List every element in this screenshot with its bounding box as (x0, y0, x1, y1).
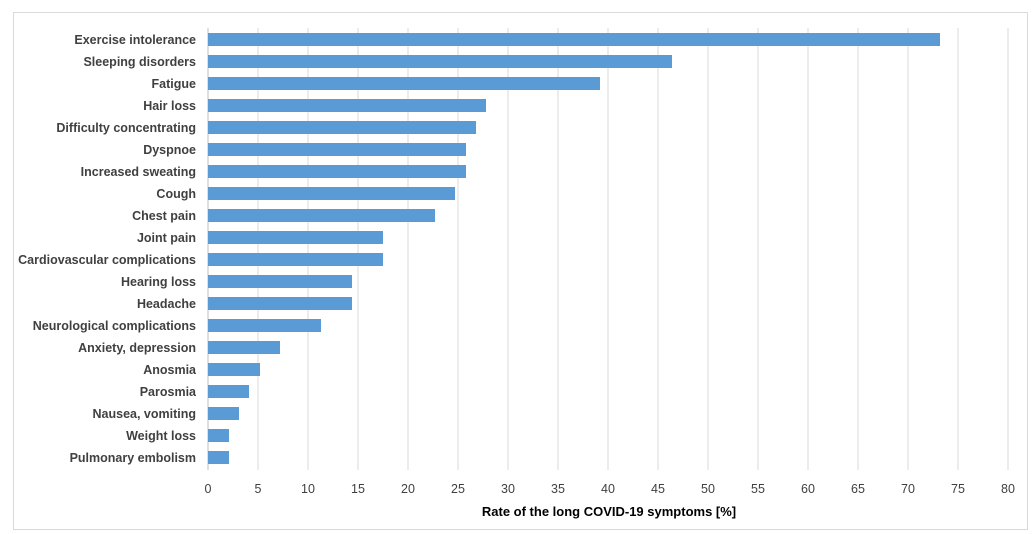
x-tick-label: 60 (801, 482, 815, 496)
bar (208, 451, 229, 464)
category-label: Difficulty concentrating (56, 121, 196, 135)
bar (208, 319, 321, 332)
x-tick-label: 55 (751, 482, 765, 496)
category-label: Increased sweating (81, 165, 196, 179)
category-label: Dyspnoe (143, 143, 196, 157)
category-label: Exercise intolerance (74, 33, 196, 47)
bar (208, 275, 352, 288)
x-tick-label: 40 (601, 482, 615, 496)
category-label: Nausea, vomiting (93, 407, 197, 421)
bar (208, 297, 352, 310)
x-axis-title: Rate of the long COVID-19 symptoms [%] (482, 504, 736, 519)
category-labels: Exercise intolerance Sleeping disorders Fa… (18, 33, 197, 465)
bar (208, 385, 249, 398)
bar (208, 143, 466, 156)
bar (208, 33, 940, 46)
category-label: Cough (156, 187, 196, 201)
bar (208, 429, 229, 442)
bars (208, 33, 940, 464)
bar (208, 363, 260, 376)
x-tick-label: 10 (301, 482, 315, 496)
category-label: Parosmia (140, 385, 197, 399)
category-label: Anxiety, depression (78, 341, 196, 355)
category-label: Joint pain (137, 231, 196, 245)
x-tick-label: 70 (901, 482, 915, 496)
x-tick-label: 45 (651, 482, 665, 496)
category-label: Pulmonary embolism (70, 451, 196, 465)
chart-frame (13, 12, 1028, 530)
category-label: Sleeping disorders (83, 55, 196, 69)
bar (208, 253, 383, 266)
x-tick-label: 35 (551, 482, 565, 496)
bar (208, 55, 672, 68)
x-tick-label: 15 (351, 482, 365, 496)
category-label: Weight loss (126, 429, 196, 443)
bar (208, 121, 476, 134)
x-tick-label: 50 (701, 482, 715, 496)
category-label: Fatigue (152, 77, 196, 91)
category-label: Chest pain (132, 209, 196, 223)
bar (208, 77, 600, 90)
category-label: Headache (137, 297, 196, 311)
x-tick-label: 20 (401, 482, 415, 496)
bar (208, 407, 239, 420)
gridlines (207, 28, 1009, 470)
x-tick-label: 25 (451, 482, 465, 496)
bar (208, 99, 486, 112)
bar (208, 187, 455, 200)
x-tick-label: 65 (851, 482, 865, 496)
category-label: Hair loss (143, 99, 196, 113)
bar (208, 165, 466, 178)
category-label: Cardiovascular complications (18, 253, 196, 267)
bar (208, 231, 383, 244)
x-tick-label: 75 (951, 482, 965, 496)
bar (208, 341, 280, 354)
x-tick-labels: 0 5 10 15 20 25 30 35 40 45 50 55 60 65 70 75 80 (205, 482, 1015, 496)
x-tick-label: 30 (501, 482, 515, 496)
x-tick-label: 0 (205, 482, 212, 496)
x-tick-label: 5 (255, 482, 262, 496)
x-tick-label: 80 (1001, 482, 1015, 496)
category-label: Anosmia (143, 363, 197, 377)
bar (208, 209, 435, 222)
category-label: Hearing loss (121, 275, 196, 289)
category-label: Neurological complications (33, 319, 196, 333)
